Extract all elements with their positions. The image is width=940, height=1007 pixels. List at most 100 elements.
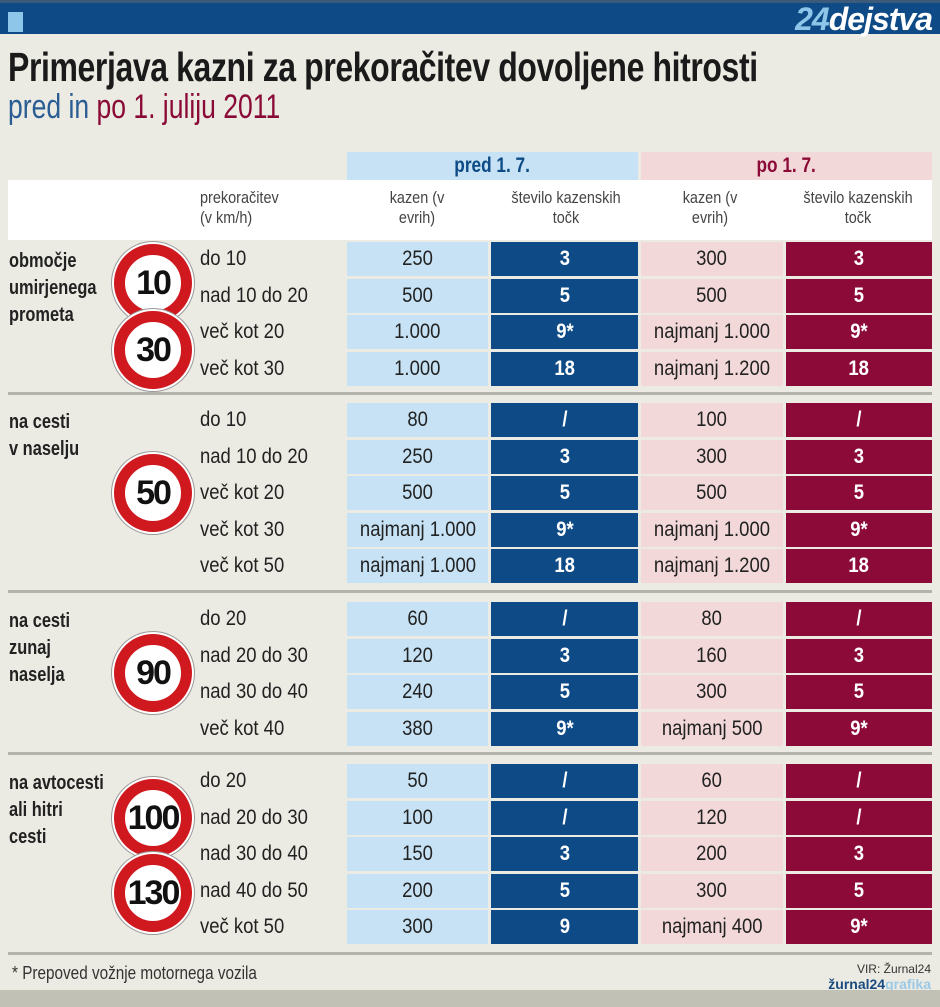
col-points-before: število kazenskih točk — [511, 188, 621, 227]
cell-pa: 9* — [786, 315, 932, 349]
cell-pb: 3 — [491, 837, 638, 871]
table-row: več kot 50 300 9 najmanj 400 9* — [0, 910, 940, 946]
cell-pb: / — [491, 764, 638, 798]
cell-fa: 300 — [641, 873, 783, 908]
cell-fa: 160 — [641, 638, 783, 673]
cell-fa: najmanj 1.000 — [641, 512, 783, 547]
cell-pb: 9 — [491, 910, 638, 944]
cell-fb: 250 — [347, 439, 488, 474]
col-excess: prekoračitev (v km/h) — [200, 188, 279, 227]
speed-limit-sign-icon: 50 — [114, 454, 192, 532]
table-row: več kot 50 najmanj 1.000 18 najmanj 1.200 18 — [0, 549, 940, 585]
table-row: nad 10 do 20 500 5 500 5 — [0, 278, 940, 315]
cell-ex: več kot 20 — [200, 481, 285, 504]
cell-pa: 5 — [786, 476, 932, 510]
cell-ex: nad 20 do 30 — [200, 643, 308, 667]
cell-ex: nad 20 do 30 — [200, 805, 308, 829]
cell-pa: 5 — [786, 675, 932, 709]
cell-fb: najmanj 1.000 — [347, 512, 488, 547]
divider — [8, 752, 932, 755]
table-row: do 20 50/60/ — [0, 764, 940, 800]
cell-fa: 100 — [641, 403, 783, 437]
cell-fb: 1.000 — [347, 315, 488, 349]
credit-logo: žurnal24grafika — [828, 976, 931, 992]
cell-fb: 240 — [347, 675, 488, 709]
cell-pa: / — [786, 800, 932, 835]
cell-pb: 9* — [491, 711, 638, 746]
cell-ex: do 10 — [200, 247, 247, 270]
group-label: na avtocesti ali hitri cesti — [9, 772, 104, 848]
cell-pa: 18 — [786, 549, 932, 583]
cell-pb: 5 — [491, 476, 638, 510]
cell-ex: do 10 — [200, 408, 247, 431]
table-row: nad 30 do 40 240 5 300 5 — [0, 675, 940, 711]
square-icon — [8, 12, 23, 32]
cell-pa: 9* — [786, 910, 932, 944]
col-points-after: število kazenskih točk — [803, 188, 913, 227]
table-row: nad 20 do 30 100/120/ — [0, 800, 940, 837]
table-row: več kot 40 380 9* najmanj 500 9* — [0, 711, 940, 748]
cell-fa: najmanj 1.000 — [641, 315, 783, 349]
col-fine-before: kazen (v evrih) — [389, 188, 445, 227]
cell-pb: / — [491, 403, 638, 437]
table-row: do 10 80/100/ — [0, 403, 940, 439]
cell-pa: 9* — [786, 711, 932, 746]
cell-pa: 3 — [786, 439, 932, 474]
divider — [8, 392, 932, 395]
cell-fb: 500 — [347, 278, 488, 313]
cell-ex: nad 10 do 20 — [200, 444, 308, 468]
cell-pb: / — [491, 602, 638, 636]
cell-pb: 9* — [491, 315, 638, 349]
cell-fa: 300 — [641, 242, 783, 276]
speed-limit-sign-icon: 10 — [114, 244, 192, 322]
cell-pb: / — [491, 800, 638, 835]
cell-pa: / — [786, 403, 932, 437]
cell-pa: 9* — [786, 512, 932, 547]
cell-pa: / — [786, 764, 932, 798]
brand-logo: 24dejstva — [795, 1, 933, 37]
cell-ex: do 20 — [200, 607, 247, 630]
subtitle: pred in po 1. juliju 2011 — [8, 88, 281, 126]
cell-ex: več kot 40 — [200, 716, 285, 740]
cell-fb: 500 — [347, 476, 488, 510]
cell-fb: 50 — [347, 764, 488, 798]
header-after: po 1. 7. — [641, 152, 932, 180]
table-row: več kot 30 1.000 18 najmanj 1.200 18 — [0, 351, 940, 388]
cell-pa: / — [786, 602, 932, 636]
cell-fa: najmanj 500 — [641, 711, 783, 746]
col-fine-after: kazen (v evrih) — [682, 188, 738, 227]
table-row: nad 30 do 40 150 3 200 3 — [0, 837, 940, 873]
cell-fb: 60 — [347, 602, 488, 636]
cell-pa: 5 — [786, 278, 932, 313]
cell-ex: nad 30 do 40 — [200, 842, 308, 865]
speed-limit-sign-icon: 30 — [114, 311, 192, 389]
speed-limit-sign-icon: 100 — [114, 779, 192, 857]
cell-fb: 1.000 — [347, 351, 488, 386]
divider — [8, 952, 932, 955]
table-row: več kot 30 najmanj 1.000 9* najmanj 1.000 9* — [0, 512, 940, 549]
cell-pb: 5 — [491, 278, 638, 313]
cell-fb: 250 — [347, 242, 488, 276]
table-row: nad 20 do 30 120 3 160 3 — [0, 638, 940, 675]
cell-fb: 120 — [347, 638, 488, 673]
cell-fa: 120 — [641, 800, 783, 835]
cell-fb: 300 — [347, 910, 488, 944]
group-label: na cesti v naselju — [9, 411, 80, 460]
cell-pb: 18 — [491, 549, 638, 583]
group-label: na cesti zunaj naselja — [9, 610, 71, 686]
table-row: do 10 250 3 300 3 — [0, 242, 940, 278]
column-headers: prekoračitev (v km/h) kazen (v evrih) št… — [8, 180, 932, 240]
cell-ex: nad 30 do 40 — [200, 680, 308, 703]
cell-ex: do 20 — [200, 769, 247, 792]
cell-fa: najmanj 1.200 — [641, 549, 783, 583]
cell-fa: 300 — [641, 675, 783, 709]
page-title: Primerjava kazni za prekoračitev dovolje… — [8, 44, 758, 90]
cell-pa: 3 — [786, 242, 932, 276]
cell-ex: nad 10 do 20 — [200, 283, 308, 307]
table-row: nad 40 do 50 200 5 300 5 — [0, 873, 940, 910]
cell-fb: 100 — [347, 800, 488, 835]
cell-fa: 500 — [641, 476, 783, 510]
cell-fa: 500 — [641, 278, 783, 313]
header-before: pred 1. 7. — [347, 152, 638, 180]
cell-ex: več kot 30 — [200, 517, 285, 541]
